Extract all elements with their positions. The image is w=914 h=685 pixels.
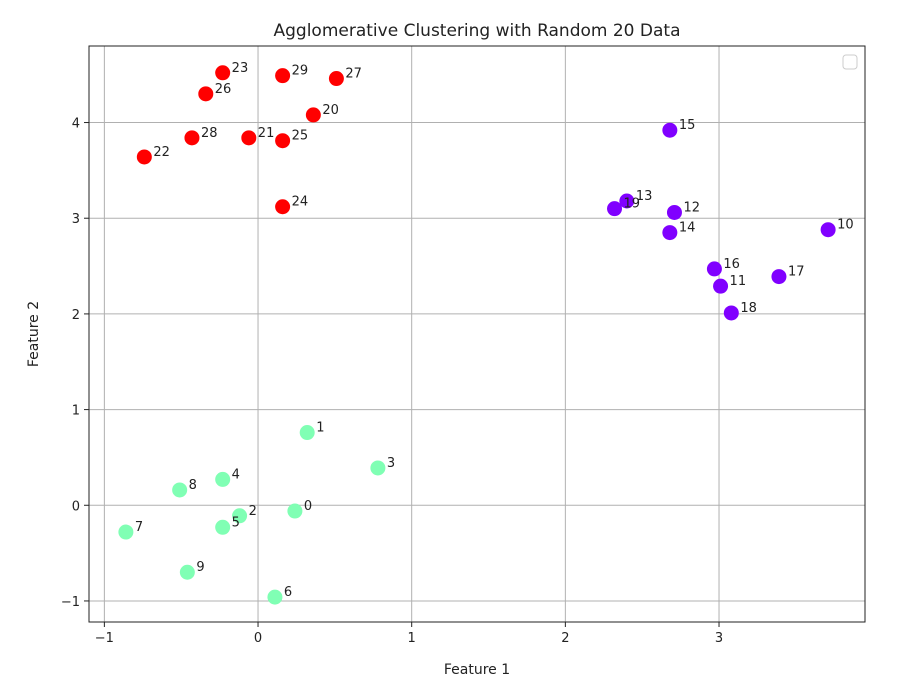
point-label: 26 — [215, 82, 232, 97]
point-label: 8 — [189, 478, 197, 493]
data-point — [267, 589, 283, 605]
point-label: 5 — [232, 515, 240, 530]
data-point — [179, 564, 195, 580]
point-label: 22 — [153, 145, 170, 160]
point-label: 10 — [837, 218, 854, 233]
data-point — [713, 278, 729, 294]
x-tick-label: 2 — [561, 631, 569, 646]
x-tick-label: 3 — [715, 631, 723, 646]
chart-title: Agglomerative Clustering with Random 20 … — [274, 21, 681, 41]
y-tick-label: 2 — [72, 308, 80, 323]
point-label: 15 — [679, 118, 696, 133]
data-point — [619, 193, 635, 209]
data-point — [771, 269, 787, 285]
data-point — [275, 68, 291, 84]
points: 0123456789101112131415161718192021222324… — [118, 61, 854, 605]
data-point — [215, 519, 231, 535]
data-point — [275, 133, 291, 149]
y-axis-label: Feature 2 — [26, 301, 42, 367]
y-tick-label: 4 — [72, 117, 80, 132]
y-tick-label: 1 — [72, 404, 80, 419]
data-point — [118, 524, 134, 540]
data-point — [820, 222, 836, 238]
data-point — [607, 201, 623, 217]
point-label: 21 — [258, 126, 275, 141]
y-tick-label: 0 — [72, 499, 80, 514]
point-label: 6 — [284, 585, 292, 600]
data-point — [275, 199, 291, 215]
y-tick-label: 3 — [72, 212, 80, 227]
x-tick-label: 1 — [408, 631, 416, 646]
grid — [89, 46, 865, 622]
data-point — [172, 482, 188, 498]
data-point — [666, 204, 682, 220]
data-point — [232, 508, 248, 524]
y-tick-label: −1 — [61, 595, 80, 610]
point-label: 1 — [316, 421, 324, 436]
data-point — [215, 471, 231, 487]
data-point — [305, 107, 321, 123]
point-label: 18 — [740, 301, 757, 316]
point-label: 19 — [624, 197, 641, 212]
data-point — [215, 65, 231, 81]
data-point — [328, 71, 344, 87]
data-point — [723, 305, 739, 321]
legend-box — [842, 54, 858, 70]
data-point — [299, 425, 315, 441]
plot-frame — [88, 45, 866, 623]
x-axis-label: Feature 1 — [444, 662, 510, 678]
point-label: 3 — [387, 456, 395, 471]
point-label: 9 — [196, 560, 204, 575]
data-point — [662, 122, 678, 138]
point-label: 24 — [292, 195, 309, 210]
data-point — [370, 460, 386, 476]
data-point — [184, 130, 200, 146]
point-label: 28 — [201, 126, 218, 141]
point-label: 2 — [249, 504, 257, 519]
data-point — [706, 261, 722, 277]
data-point — [198, 86, 214, 102]
data-point — [287, 503, 303, 519]
data-point — [662, 225, 678, 241]
point-label: 20 — [322, 103, 339, 118]
point-label: 11 — [730, 274, 747, 289]
point-label: 27 — [345, 67, 362, 82]
point-label: 29 — [292, 64, 309, 79]
x-tick-label: 0 — [254, 631, 262, 646]
point-label: 23 — [232, 61, 249, 76]
data-point — [136, 149, 152, 165]
point-label: 14 — [679, 221, 696, 236]
point-label: 25 — [292, 129, 309, 144]
point-label: 4 — [232, 467, 240, 482]
point-label: 17 — [788, 265, 805, 280]
point-label: 16 — [723, 257, 740, 272]
x-tick-label: −1 — [95, 631, 114, 646]
point-label: 13 — [636, 189, 653, 204]
point-label: 12 — [683, 200, 700, 215]
point-label: 7 — [135, 520, 143, 535]
data-point — [241, 130, 257, 146]
point-label: 0 — [304, 499, 312, 514]
